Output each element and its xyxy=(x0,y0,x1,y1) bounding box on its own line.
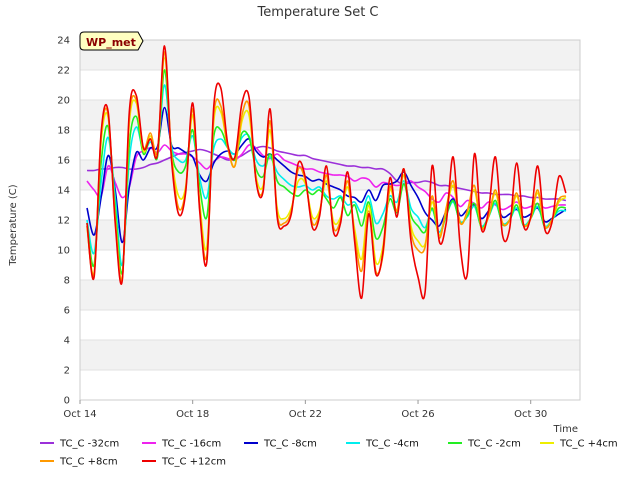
y-tick-label: 18 xyxy=(57,126,70,137)
y-tick-label: 8 xyxy=(64,276,70,287)
x-tick-label: Oct 30 xyxy=(514,409,547,420)
grid-band xyxy=(80,70,580,100)
legend-label: TC_C +4cm xyxy=(559,439,618,450)
legend-label: TC_C -2cm xyxy=(467,439,521,450)
grid-band xyxy=(80,280,580,310)
grid-band xyxy=(80,100,580,130)
y-tick-label: 10 xyxy=(57,246,70,257)
legend-label: TC_C +8cm xyxy=(59,457,118,468)
grid-band xyxy=(80,370,580,400)
series-line xyxy=(86,145,567,202)
y-axis-label: Temperature (C) xyxy=(8,184,19,266)
x-tick-label: Oct 26 xyxy=(401,409,434,420)
y-tick-label: 4 xyxy=(64,336,70,347)
x-tick-label: Oct 14 xyxy=(63,409,96,420)
legend-label: TC_C -16cm xyxy=(161,439,221,450)
series-line xyxy=(86,45,567,300)
grid-band xyxy=(80,250,580,280)
badge-shape xyxy=(79,31,144,51)
y-tick-label: 14 xyxy=(57,186,70,197)
legend-label: TC_C +12cm xyxy=(161,457,226,468)
y-tick-label: 2 xyxy=(64,366,70,377)
badge-label: WP_met xyxy=(86,36,136,49)
x-axis-ticks: Oct 14 Oct 18 Oct 22 Oct 26 Oct 30 xyxy=(63,400,547,420)
legend: TC_C -32cm TC_C -16cm TC_C -8cm TC_C -4cm TC… xyxy=(40,439,618,468)
y-tick-label: 22 xyxy=(57,66,70,77)
y-tick-label: 24 xyxy=(57,36,70,47)
y-tick-label: 12 xyxy=(57,216,70,227)
y-tick-label: 20 xyxy=(57,96,70,107)
series-lines xyxy=(86,45,567,300)
grid-band xyxy=(80,40,580,70)
chart-title: Temperature Set C xyxy=(256,5,378,20)
series-line xyxy=(86,106,567,244)
grid-band xyxy=(80,340,580,370)
legend-label: TC_C -8cm xyxy=(263,439,317,450)
y-tick-label: 0 xyxy=(64,396,70,407)
plot-frame xyxy=(79,39,581,401)
x-tick-label: Oct 22 xyxy=(289,409,322,420)
x-tick-label: Oct 18 xyxy=(176,409,209,420)
legend-label: TC_C -32cm xyxy=(59,439,119,450)
series-line xyxy=(86,143,566,211)
legend-label: TC_C -4cm xyxy=(365,439,419,450)
x-axis-label: Time xyxy=(553,424,578,435)
y-tick-label: 16 xyxy=(57,156,70,167)
grid-band xyxy=(80,220,580,250)
station-badge: WP_met xyxy=(79,31,144,51)
grid-band xyxy=(80,310,580,340)
y-tick-label: 6 xyxy=(64,306,70,317)
